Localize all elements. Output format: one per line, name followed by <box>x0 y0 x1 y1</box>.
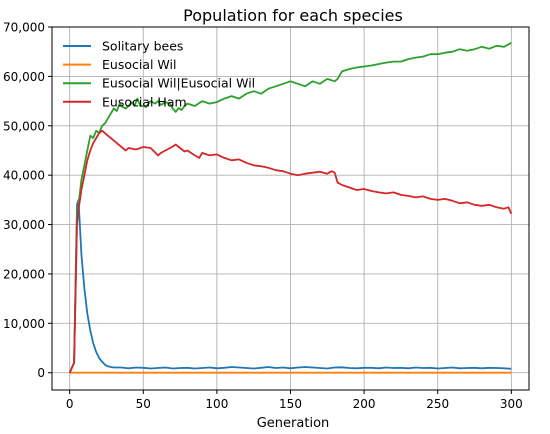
x-tick-label: 200 <box>353 397 376 411</box>
x-tick-label: 100 <box>205 397 228 411</box>
axis-ticks: 0 50 100 150 200 250 300 0 10,000 20,000 30,000 40,… <box>3 21 523 412</box>
y-tick-label: 70,000 <box>3 21 45 35</box>
legend-label: Solitary bees <box>102 39 183 54</box>
x-tick-label: 150 <box>279 397 302 411</box>
y-tick-label: 50,000 <box>3 119 45 133</box>
y-tick-label: 20,000 <box>3 267 45 281</box>
y-tick-label: 0 <box>37 366 45 380</box>
chart-title: Population for each species <box>183 6 403 25</box>
legend: Solitary bees Eusocial Wil Eusocial Wil|Eu… <box>63 39 255 109</box>
series-line-eusocial-ham <box>68 129 513 374</box>
x-tick-label: 300 <box>500 397 523 411</box>
y-tick-label: 30,000 <box>3 218 45 232</box>
x-tick-label: 0 <box>66 397 74 411</box>
y-tick-label: 40,000 <box>3 169 45 183</box>
legend-label: Eusocial Wil <box>102 57 176 72</box>
x-tick-label: 50 <box>136 397 151 411</box>
series-line-eusocial-wil-eusocial-wil <box>68 42 512 374</box>
legend-label: Eusocial Wil|Eusocial Wil <box>102 76 255 91</box>
series-layer <box>68 42 513 374</box>
x-tick-label: 250 <box>426 397 449 411</box>
x-axis-label: Generation <box>257 416 330 431</box>
y-tick-label: 60,000 <box>3 70 45 84</box>
grid-lines <box>52 26 529 390</box>
y-tick-label: 10,000 <box>3 317 45 331</box>
legend-label: Eusocial Ham <box>102 94 187 109</box>
series-line-solitary-bees <box>68 198 512 374</box>
